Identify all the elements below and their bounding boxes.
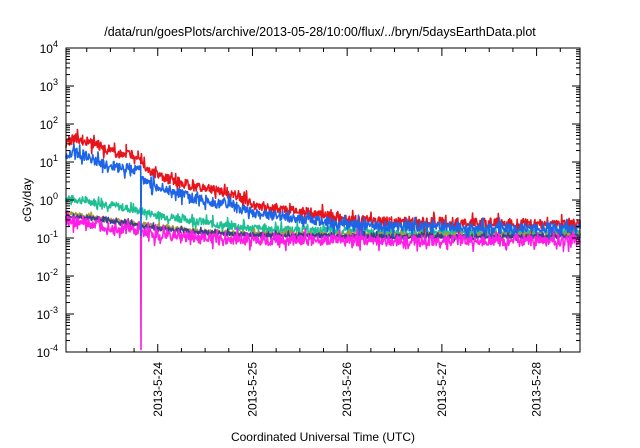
plot-frame: [65, 47, 581, 353]
y-tick-label: 10-4: [37, 343, 58, 360]
x-axis-ticks: 2013-5-24 2013-5-25 2013-5-26 2013-5-27 2013…: [86, 48, 561, 417]
y-tick-label: 104: [40, 39, 58, 56]
x-tick-label: 2013-5-24: [151, 362, 165, 417]
series-line: [65, 212, 581, 243]
x-tick-label: 2013-5-26: [340, 362, 354, 417]
x-tick-label: 2013-5-28: [530, 362, 544, 417]
y-tick-label: 10-3: [37, 305, 58, 322]
y-tick-label: 100: [40, 191, 58, 208]
chart-title: /data/run/goesPlots/archive/2013-05-28/1…: [104, 25, 536, 39]
y-axis-ticks: 10-4 10-3 10-2 10-1 100 101 102 103 104: [37, 39, 580, 360]
series-line: [65, 128, 581, 234]
series-line: [65, 210, 581, 351]
x-tick-label: 2013-5-25: [245, 362, 259, 417]
y-axis-label: cGy/day: [20, 178, 34, 222]
series-line: [65, 143, 581, 240]
y-tick-label: 10-2: [37, 267, 58, 284]
y-tick-label: 101: [40, 153, 58, 170]
series-layer: [65, 128, 581, 351]
x-tick-label: 2013-5-27: [435, 362, 449, 417]
x-axis-label: Coordinated Universal Time (UTC): [231, 430, 415, 444]
y-tick-label: 10-1: [37, 229, 58, 246]
y-tick-label: 102: [40, 115, 58, 132]
y-tick-label: 103: [40, 77, 58, 94]
